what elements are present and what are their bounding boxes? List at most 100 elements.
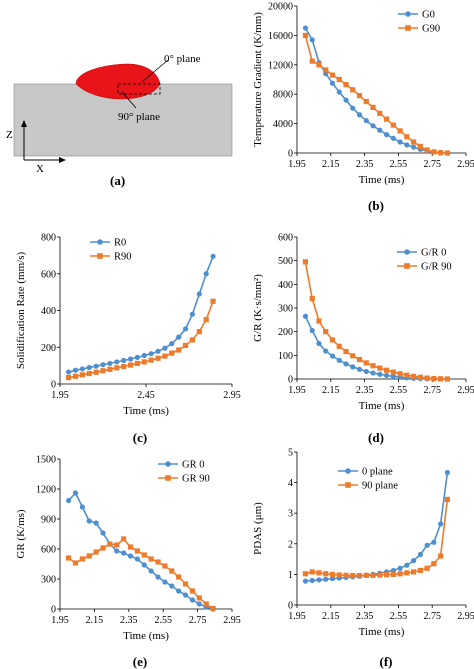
legend-marker-0 xyxy=(165,461,171,467)
data-point xyxy=(411,139,417,145)
data-point xyxy=(176,574,182,580)
x-tick-label: 1.95 xyxy=(51,390,69,401)
data-point xyxy=(100,368,106,374)
legend-label-0: GR 0 xyxy=(182,460,204,471)
data-point xyxy=(377,110,383,116)
legend-marker-0 xyxy=(345,468,351,474)
data-point xyxy=(309,577,315,584)
data-point xyxy=(417,567,423,574)
legend-marker-1 xyxy=(97,253,103,259)
data-point xyxy=(127,356,134,362)
data-point xyxy=(343,348,349,355)
data-point xyxy=(66,555,72,561)
x-tick-label: 2.15 xyxy=(86,615,104,626)
legend-marker-1 xyxy=(404,263,410,269)
data-point xyxy=(66,497,72,504)
x-tick-label: 2.15 xyxy=(322,159,340,170)
data-point xyxy=(86,518,92,524)
data-point xyxy=(390,373,396,379)
data-point xyxy=(329,337,336,343)
y-axis-title: Solidification Rate (mm/s) xyxy=(15,252,27,370)
data-point xyxy=(203,317,209,323)
plane-0-leader-line xyxy=(141,59,169,83)
chart-caption: (d) xyxy=(368,430,384,445)
legend-marker-0 xyxy=(405,11,411,17)
data-point xyxy=(107,366,113,372)
data-point xyxy=(134,360,140,367)
data-point xyxy=(189,597,196,603)
data-point xyxy=(316,577,322,583)
data-point xyxy=(350,105,356,111)
data-point xyxy=(203,601,209,607)
data-point xyxy=(316,340,322,347)
data-point xyxy=(323,329,329,335)
chart-solidification-rate: 0 200 400 600 800 1.95 2.45 2.95 Time (ms) Solidi… xyxy=(15,233,241,446)
data-point xyxy=(417,143,423,149)
data-point xyxy=(182,342,189,349)
data-point xyxy=(363,118,369,124)
legend-marker-0 xyxy=(404,249,410,255)
data-point xyxy=(309,58,315,64)
series-line-0 xyxy=(304,315,448,380)
y-tick-label: 4 xyxy=(288,478,293,489)
legend-label-1: G90 xyxy=(422,24,440,35)
data-point xyxy=(411,558,417,564)
chart-caption: (f) xyxy=(380,654,393,669)
data-point xyxy=(438,553,444,559)
data-point xyxy=(323,67,329,73)
data-point xyxy=(72,373,79,379)
x-tick-label: 2.15 xyxy=(322,385,340,396)
data-point xyxy=(444,376,451,382)
data-point xyxy=(370,363,376,369)
data-point xyxy=(302,25,309,31)
data-point xyxy=(444,150,451,156)
data-point xyxy=(343,82,349,88)
data-point xyxy=(86,370,92,377)
legend-label-0: G0 xyxy=(422,10,435,21)
y-tick-label: 2 xyxy=(288,539,293,550)
data-point xyxy=(316,62,322,68)
data-point xyxy=(329,72,336,78)
x-tick-label: 2.45 xyxy=(137,390,155,401)
data-point xyxy=(86,364,92,371)
data-point xyxy=(141,352,147,359)
data-point xyxy=(121,550,127,556)
data-point xyxy=(424,565,430,571)
data-point xyxy=(444,469,451,476)
data-point xyxy=(323,576,329,582)
y-tick-label: 800 xyxy=(41,233,56,244)
y-tick-label: 1 xyxy=(288,570,293,581)
data-point xyxy=(189,337,196,343)
legend-label-1: R90 xyxy=(114,252,132,263)
y-tick-label: 300 xyxy=(278,304,293,315)
data-point xyxy=(356,93,363,99)
data-point xyxy=(169,340,175,347)
chart-caption: (c) xyxy=(133,430,147,445)
data-point xyxy=(141,359,147,365)
data-point xyxy=(316,570,322,576)
data-point xyxy=(148,556,154,562)
data-point xyxy=(155,355,161,361)
legend-label-0: G/R 0 xyxy=(421,248,446,259)
data-point xyxy=(114,365,120,371)
data-point xyxy=(196,291,202,297)
data-point xyxy=(438,376,444,382)
legend-label-0: R0 xyxy=(114,238,126,249)
legend-marker-0 xyxy=(97,239,103,245)
data-point xyxy=(438,150,444,156)
series-line-0 xyxy=(304,27,448,154)
data-point xyxy=(329,353,336,359)
y-tick-label: 900 xyxy=(41,515,56,526)
data-point xyxy=(210,605,216,612)
chart-gr: 0 300 600 900 1200 1500 1.95 2.15 2.35 2.55 2.75 2.… xyxy=(15,455,241,669)
data-point xyxy=(302,259,309,265)
data-point xyxy=(309,37,315,43)
y-tick-label: 400 xyxy=(278,280,293,291)
series-line-1 xyxy=(304,35,448,154)
series-line-0 xyxy=(68,256,214,373)
data-point xyxy=(329,80,336,86)
data-point xyxy=(79,556,85,562)
data-point xyxy=(356,356,363,363)
legend-label-1: G/R 90 xyxy=(421,262,452,273)
